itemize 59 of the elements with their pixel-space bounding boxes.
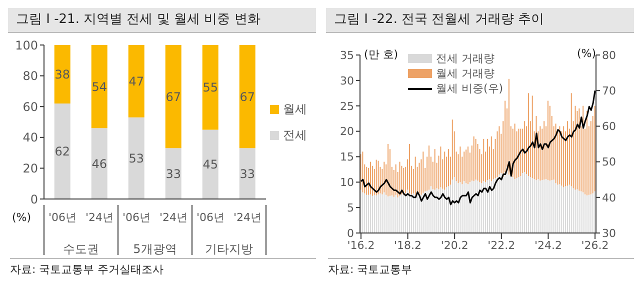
x-tick-label: '26.2 (581, 238, 609, 252)
text: 자료: 국토교통부 (328, 258, 634, 277)
y2-tick-label: 60 (602, 120, 616, 134)
legend-label: 전세 (283, 127, 307, 144)
x-tick-label: '24년 (159, 211, 188, 224)
y-tick-label: 15 (340, 150, 354, 164)
y2-tick-label: 40 (602, 191, 616, 204)
legend-label: 전세 거래량 (436, 51, 494, 66)
y2-tick-label: 70 (602, 84, 616, 98)
x-tick-label: '06년 (122, 211, 151, 224)
x-tick-label: '06년 (196, 211, 225, 224)
data-label: 38 (54, 68, 70, 82)
y-tick-label: 5 (347, 201, 354, 214)
x-tick-label: '24년 (85, 211, 114, 224)
chart-title: 그림 I -22. 전국 전월세 거래량 추이 (326, 8, 634, 33)
data-label: 54 (92, 80, 107, 94)
y-tick-label: 80 (22, 69, 38, 84)
y-tick-label: 20 (22, 161, 38, 176)
y-tick-label: 35 (340, 48, 354, 62)
y-tick-label: 30 (340, 74, 354, 88)
data-label: 46 (92, 156, 107, 171)
y2-axis-title: (%) (576, 47, 596, 60)
text: 수도권 (63, 242, 99, 256)
x-tick-label: '20.2 (440, 238, 468, 252)
legend-label: 월세 거래량 (436, 66, 494, 81)
data-label: 33 (240, 166, 255, 181)
x-tick-label: '22.2 (488, 238, 516, 252)
data-label: 67 (166, 90, 181, 104)
data-label: 53 (128, 151, 144, 166)
x-tick-label: '06년 (48, 211, 77, 224)
y-axis-title: (만 호) (364, 47, 398, 62)
y-tick-label: 20 (340, 125, 354, 138)
y-tick-label: 25 (340, 100, 354, 113)
text: 자료: 국토교통부 주거실태조사 (10, 258, 316, 277)
data-label: 47 (128, 74, 144, 88)
data-label: 33 (166, 166, 181, 181)
y2-tick-label: 80 (602, 48, 616, 62)
x-tick-label: '18.2 (394, 238, 422, 252)
y-tick-label: 0 (30, 192, 38, 206)
x-tick-label: '24.2 (534, 238, 562, 252)
y-tick-label: 40 (22, 130, 38, 145)
y-tick-label: 60 (22, 100, 38, 114)
y-tick-label: 100 (15, 38, 38, 52)
y2-tick-label: 50 (602, 156, 616, 169)
text: 5개광역 (133, 242, 177, 256)
data-label: 62 (54, 144, 70, 159)
data-label: 45 (202, 158, 218, 172)
x-tick-label: '16.2 (347, 238, 375, 252)
y-axis-title: (%) (12, 211, 32, 224)
chart-title: 그림 I -21. 지역별 전세 및 월세 비중 변화 (8, 8, 316, 33)
legend-label: 월세 (283, 101, 307, 118)
y-tick-label: 10 (340, 176, 354, 190)
y2-tick-label: 30 (602, 226, 616, 240)
text: 기타지방 (205, 242, 253, 256)
y-tick-label: 0 (347, 226, 354, 240)
data-label: 55 (202, 80, 218, 95)
x-tick-label: '24년 (233, 211, 262, 224)
data-label: 67 (240, 90, 255, 104)
legend-label: 월세 비중(우) (436, 81, 504, 96)
